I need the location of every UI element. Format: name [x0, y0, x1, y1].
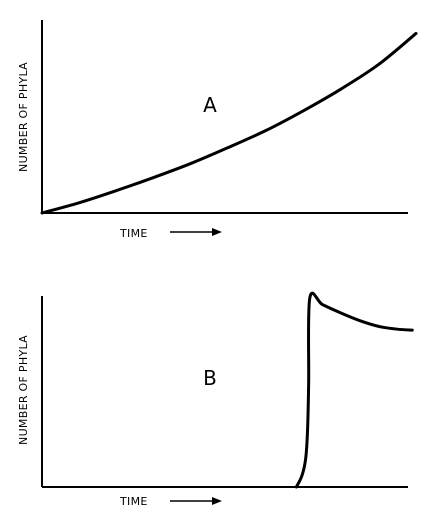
chart-b-x-axis-label: TIME [119, 495, 148, 508]
chart-b-x-arrow [170, 497, 222, 505]
chart-a: A TIME NUMBER OF PHYLA [17, 20, 418, 240]
chart-a-x-axis-label: TIME [119, 227, 148, 240]
chart-b-y-axis-label: NUMBER OF PHYLA [17, 335, 30, 445]
chart-b: B TIME NUMBER OF PHYLA [17, 291, 414, 508]
chart-a-series-line [40, 31, 418, 215]
chart-b-series-line [294, 291, 414, 489]
chart-a-panel-label: A [203, 93, 217, 117]
chart-a-y-axis-label: NUMBER OF PHYLA [17, 62, 30, 172]
chart-b-panel-label: B [203, 366, 217, 390]
chart-a-x-arrow [170, 228, 222, 236]
